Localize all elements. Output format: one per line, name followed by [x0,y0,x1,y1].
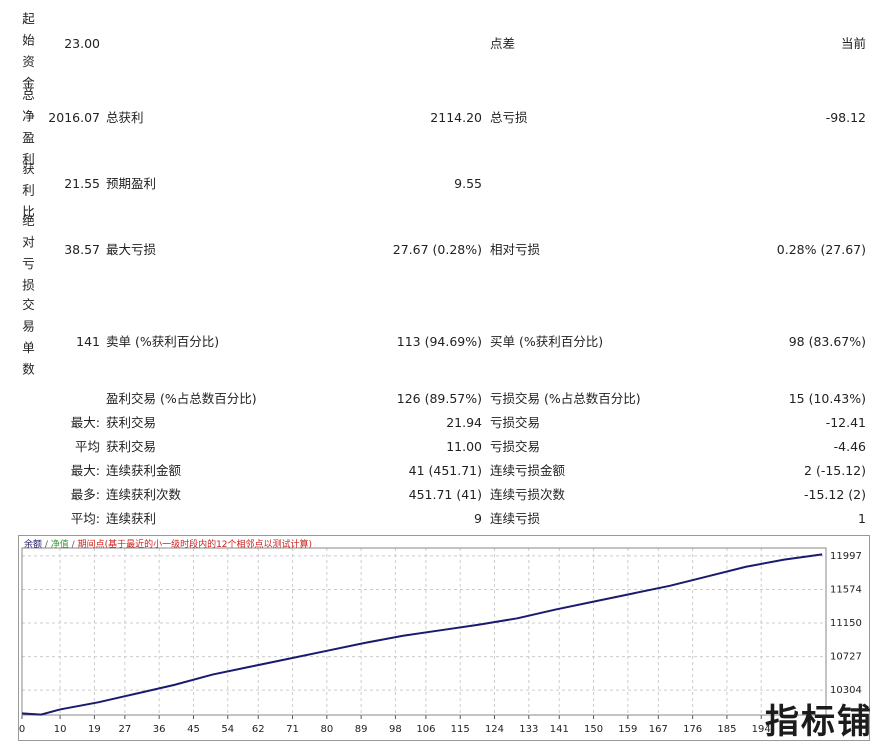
y-tick-label: 11997 [830,551,862,562]
row-label: 获利交易 [106,439,157,454]
side-label: 获利比 [20,162,35,227]
x-tick-label: 133 [519,724,538,735]
row-label: 预期盈利 [106,176,157,191]
x-tick-label: 71 [286,724,299,735]
balance-line [21,553,823,716]
row-value: 11.00 [446,439,482,454]
x-tick-label: 176 [683,724,702,735]
row-label: 相对亏损 [490,242,541,257]
x-tick-label: 27 [119,724,132,735]
side-label: 起始资金 [20,12,35,98]
x-tick-label: 36 [153,724,166,735]
row-value: 1 [858,511,866,526]
x-tick-label: 185 [717,724,736,735]
row-label: 连续亏损次数 [490,487,566,502]
legend-separator: / [69,540,78,550]
row-label: 亏损交易 [490,439,541,454]
row-value: 2 (-15.12) [804,463,866,478]
row-value: 平均: [70,511,100,526]
row-value: 41 (451.71) [408,463,482,478]
row-value: -4.46 [833,439,866,454]
row-value: -12.41 [825,415,866,430]
row-value: 2016.07 [48,110,100,125]
x-tick-label: 159 [618,724,637,735]
plot-area [21,547,827,716]
row-label: 盈利交易 (%占总数百分比) [106,391,257,406]
x-tick-label: 106 [416,724,435,735]
x-tick-label: 45 [187,724,200,735]
row-value: 21.94 [446,415,482,430]
legend-separator: / [42,540,51,550]
row-label: 连续亏损金额 [490,463,566,478]
row-value: 9.55 [454,176,482,191]
row-value: -15.12 (2) [804,487,866,502]
row-label: 亏损交易 [490,415,541,430]
side-label: 总净盈利 [20,88,35,174]
row-label: 亏损交易 (%占总数百分比) [490,391,641,406]
x-tick-label: 98 [389,724,402,735]
row-value: 当前 [840,36,866,51]
x-tick-label: 115 [451,724,470,735]
row-label: 获利交易 [106,415,157,430]
row-label: 总亏损 [490,110,528,125]
row-label: 卖单 (%获利百分比) [106,334,220,349]
row-value: 113 (94.69%) [396,334,482,349]
row-value: -98.12 [825,110,866,125]
row-value: 15 (10.43%) [788,391,866,406]
x-tick-label: 10 [54,724,67,735]
side-label: 交易单数 [20,298,35,384]
row-value: 27.67 (0.28%) [392,242,482,257]
row-value: 9 [474,511,482,526]
row-label: 连续获利次数 [106,487,182,502]
legend-entry: 余额 [24,538,42,550]
chart-frame [18,535,870,741]
x-tick-label: 62 [252,724,265,735]
y-tick-label: 10304 [830,685,862,696]
row-value: 21.55 [64,176,100,191]
row-label: 买单 (%获利百分比) [490,334,604,349]
legend-entry: 净值 [51,538,69,550]
y-tick-label: 11150 [830,618,862,629]
row-label: 连续亏损 [490,511,541,526]
row-value: 23.00 [64,36,100,51]
row-value: 平均 [74,439,100,454]
x-tick-label: 167 [649,724,668,735]
row-value: 最多: [70,487,100,502]
row-value: 141 [76,334,100,349]
side-label: 绝对亏损 [20,214,35,300]
watermark: 指标铺 [765,702,873,742]
x-tick-label: 141 [550,724,569,735]
row-value: 最大: [70,415,100,430]
row-value: 126 (89.57%) [396,391,482,406]
row-value: 0.28% (27.67) [776,242,866,257]
x-tick-label: 150 [584,724,603,735]
row-label: 连续获利金额 [106,463,182,478]
legend: 余额 / 净值 / 期间点(基于最近的小一级时段内的12个相邻点以测试计算) [24,538,312,550]
row-label: 点差 [490,36,516,51]
row-value: 451.71 (41) [408,487,482,502]
row-value: 38.57 [64,242,100,257]
x-tick-label: 124 [485,724,504,735]
x-tick-label: 89 [355,724,368,735]
row-value: 最大: [70,463,100,478]
x-tick-label: 194 [752,724,771,735]
row-value: 98 (83.67%) [788,334,866,349]
row-label: 最大亏损 [106,242,157,257]
y-tick-label: 11574 [830,584,862,595]
row-label: 总获利 [106,110,144,125]
x-tick-label: 0 [19,724,25,735]
row-label: 连续获利 [106,511,157,526]
x-tick-label: 80 [320,724,333,735]
x-tick-label: 19 [88,724,101,735]
legend-entry: 期间点(基于最近的小一级时段内的12个相邻点以测试计算) [78,538,312,550]
x-tick-label: 54 [221,724,234,735]
y-tick-label: 10727 [830,652,862,663]
chart: 10304 10727 11150 11574 11997 0 10 19 27 36 45 54 62… [18,535,870,741]
row-value: 2114.20 [430,110,482,125]
